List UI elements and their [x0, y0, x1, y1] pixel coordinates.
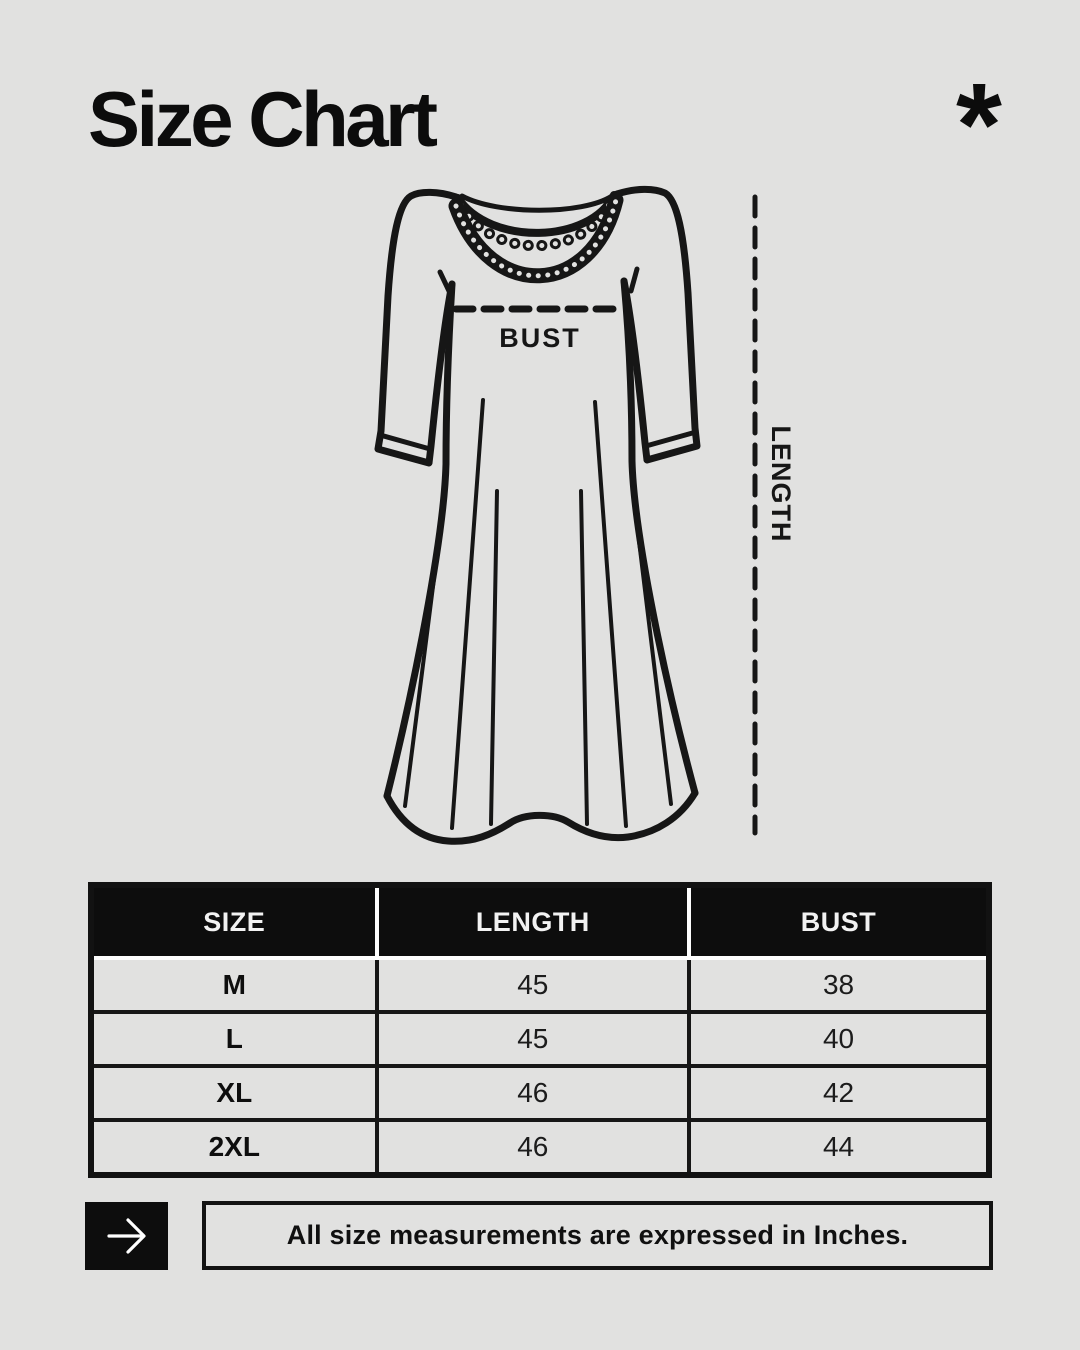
left-sleeve [374, 188, 460, 467]
table-header-row: SIZE LENGTH BUST [91, 885, 989, 960]
bust-label: BUST [499, 323, 581, 353]
size-cell: 2XL [89, 1118, 379, 1177]
dress-outline [374, 185, 758, 845]
length-label: LENGTH [766, 426, 796, 543]
right-cuff-line [643, 429, 699, 449]
table-row: 2XL 46 44 [89, 1118, 991, 1177]
bust-cell: 44 [687, 1118, 991, 1177]
skirt-folds [403, 398, 673, 830]
table-row: L 45 40 [89, 1010, 991, 1068]
neck-trim [448, 191, 624, 284]
size-cell: XL [89, 1064, 379, 1122]
right-side-seam [620, 277, 699, 797]
bust-cell: 40 [687, 1010, 991, 1068]
measurement-note-box: All size measurements are expressed in I… [202, 1201, 993, 1270]
table-row: M 45 38 [89, 956, 991, 1014]
length-cell: 45 [374, 956, 692, 1014]
length-cell: 46 [374, 1118, 692, 1177]
right-sleeve [613, 185, 701, 464]
next-button[interactable] [85, 1202, 168, 1270]
length-cell: 46 [374, 1064, 692, 1122]
left-cuff-line [377, 432, 433, 452]
size-cell: M [89, 956, 379, 1014]
arrow-right-icon [106, 1218, 146, 1254]
right-underarm-tick [628, 266, 640, 294]
table-row: XL 46 42 [89, 1064, 991, 1122]
size-cell: L [89, 1010, 379, 1068]
left-underarm-tick [437, 269, 452, 294]
left-side-seam [383, 280, 456, 800]
measurement-note-text: All size measurements are expressed in I… [286, 1220, 909, 1250]
page-title: Size Chart [88, 75, 438, 163]
length-cell: 45 [374, 1010, 692, 1068]
size-table: SIZE LENGTH BUST M 45 38 L 45 40 XL 46 4… [88, 882, 992, 1178]
asterisk-icon: * [956, 59, 1002, 191]
bust-cell: 42 [687, 1064, 991, 1122]
bust-cell: 38 [687, 956, 991, 1014]
column-header-bust: BUST [687, 885, 989, 960]
column-header-size: SIZE [91, 885, 377, 960]
hem-line [383, 789, 699, 845]
dress-diagram: BUST LENGTH [374, 185, 796, 845]
column-header-length: LENGTH [374, 885, 690, 960]
